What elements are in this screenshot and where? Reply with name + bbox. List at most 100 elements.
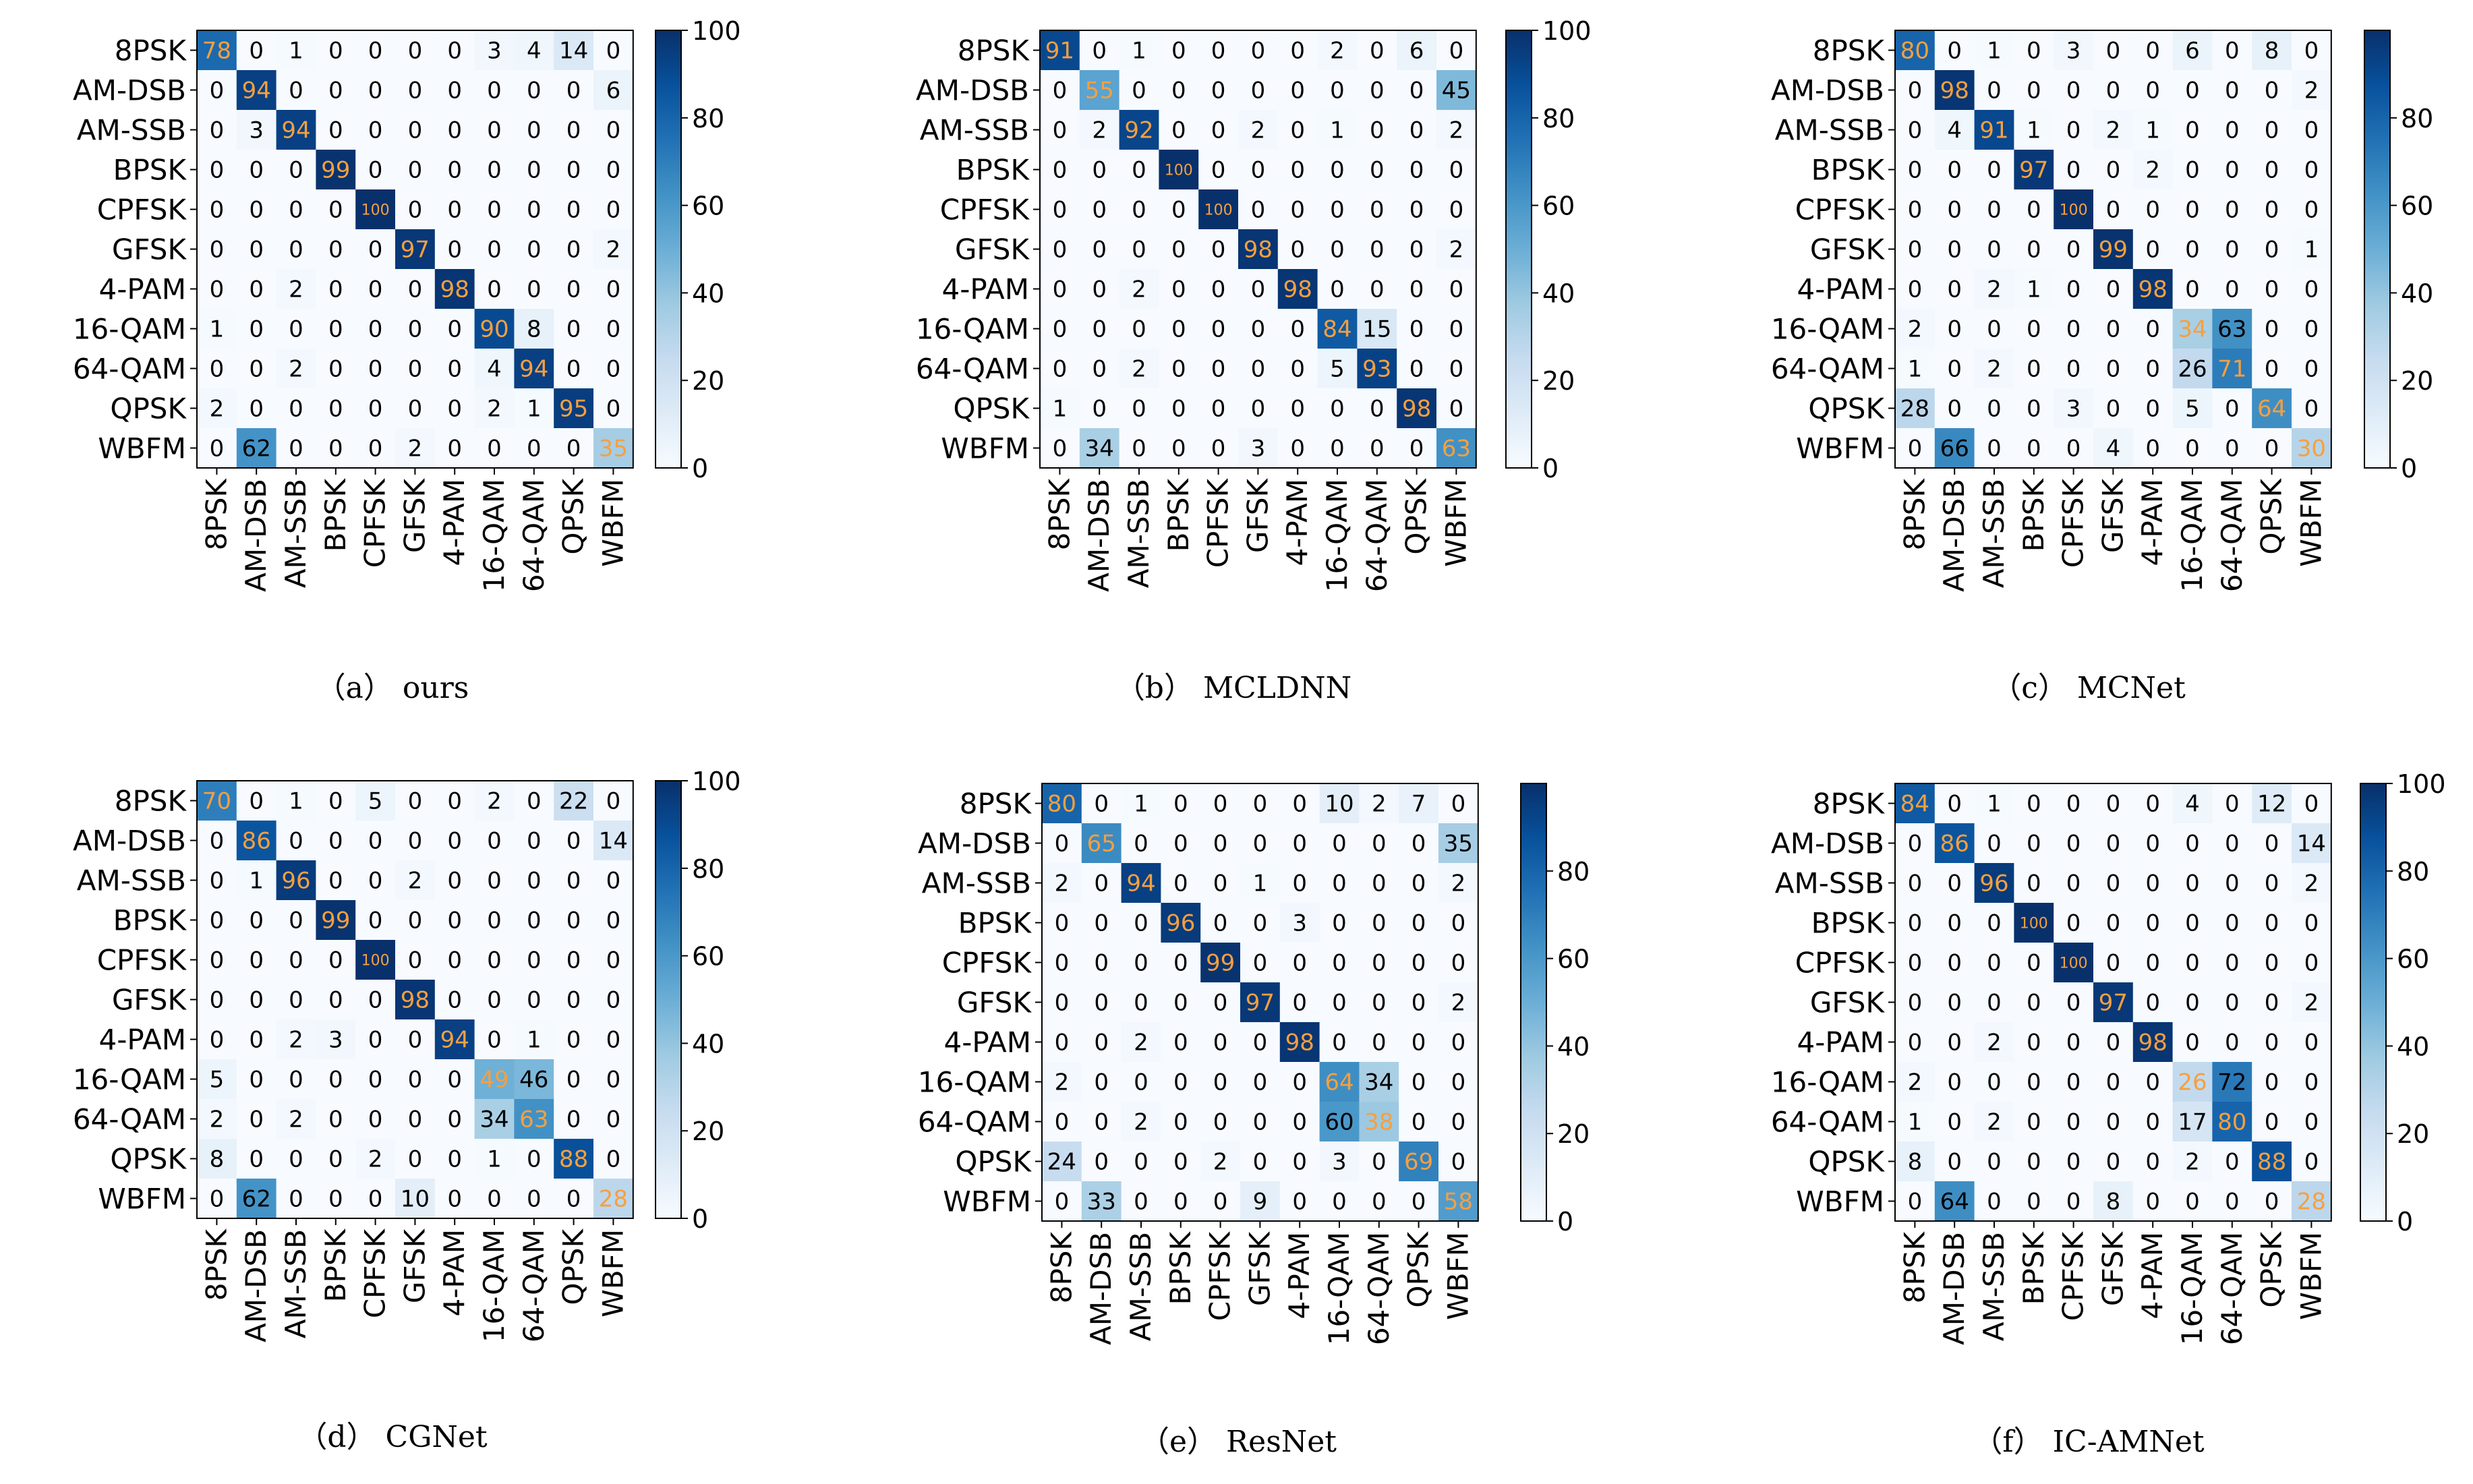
cell-value-label: 0: [2066, 910, 2081, 937]
heatmap-cell: [1121, 1062, 1161, 1102]
cell-value-label: 0: [2185, 950, 2200, 977]
cell-value-label: 88: [559, 1146, 588, 1173]
heatmap-cell: [395, 980, 436, 1020]
cell-value-label: 0: [368, 436, 383, 463]
cell-value-label: 0: [1908, 436, 1923, 463]
cell-value-label: 0: [1412, 990, 1426, 1017]
cell-value-label: 2: [2304, 78, 2319, 105]
y-tick-label: 64-QAM: [73, 1103, 186, 1136]
colorbar-tick-label: 20: [692, 1117, 724, 1146]
cell-value-label: 0: [1449, 276, 1464, 303]
cell-value-label: 0: [289, 947, 303, 974]
heatmap-cell: [1159, 150, 1199, 190]
cell-value-label: 0: [2265, 436, 2279, 463]
x-tick-label: AM-DSB: [239, 479, 272, 592]
heatmap-cell: [276, 349, 316, 389]
cell-value-label: 0: [1987, 237, 2002, 264]
colorbar-tick-label: 0: [692, 454, 708, 483]
heatmap-cell: [395, 110, 436, 150]
cell-value-label: 0: [2106, 1109, 2121, 1136]
heatmap-cell: [1277, 189, 1318, 230]
colorbar: [2360, 783, 2387, 1222]
heatmap-cell: [2212, 428, 2252, 469]
heatmap-cell: [1895, 150, 1936, 190]
heatmap-cell: [355, 1019, 396, 1060]
heatmap-cell: [1357, 309, 1397, 349]
cell-value-label: 1: [289, 38, 303, 65]
cell-value-label: 0: [1092, 157, 1107, 184]
cell-value-label: 2: [1055, 870, 1070, 897]
cell-value-label: 0: [2265, 831, 2279, 858]
cell-value-label: 1: [1908, 1109, 1923, 1136]
cell-value-label: 0: [2225, 78, 2240, 105]
x-tick-label: 64-QAM: [1362, 1232, 1395, 1345]
cell-value-label: 0: [2265, 950, 2279, 977]
heatmap-cell: [1895, 70, 1936, 111]
cell-value-label: 0: [2185, 157, 2200, 184]
y-tick-label: 4-PAM: [1797, 1026, 1885, 1059]
cell-value-label: 0: [2027, 237, 2041, 264]
cell-value-label: 0: [2145, 197, 2160, 224]
heatmap-cell: [1161, 783, 1201, 824]
cell-value-label: 0: [2145, 910, 2160, 937]
heatmap-cell: [1399, 863, 1439, 903]
cell-value-label: 0: [1211, 436, 1226, 463]
y-tick-label: 64-QAM: [916, 353, 1029, 386]
cell-value-label: 6: [2185, 38, 2200, 65]
cell-value-label: 3: [2066, 396, 2081, 423]
cell-value-label: 2: [1251, 117, 1266, 144]
cell-value-label: 0: [408, 788, 423, 815]
cell-value-label: 0: [2225, 950, 2240, 977]
cell-value-label: 0: [368, 78, 383, 105]
heatmap-cell: [1159, 70, 1199, 111]
cell-value-label: 1: [2027, 117, 2041, 144]
heatmap-cell: [1081, 783, 1122, 824]
cell-value-label: 34: [1364, 1069, 1393, 1096]
cell-value-label: 0: [1908, 910, 1923, 937]
heatmap-cell: [434, 980, 475, 1020]
cell-value-label: 0: [2066, 237, 2081, 264]
heatmap-cell: [514, 349, 554, 389]
cell-value-label: 0: [249, 1027, 264, 1054]
heatmap-cell: [1277, 229, 1318, 270]
heatmap-cell: [1895, 229, 1936, 270]
heatmap-cell: [1436, 349, 1477, 389]
cell-value-label: 0: [1332, 910, 1347, 937]
cell-value-label: 0: [1171, 436, 1186, 463]
y-tick-label: 8PSK: [115, 785, 187, 818]
cell-value-label: 0: [2225, 237, 2240, 264]
heatmap-cell: [276, 781, 316, 821]
heatmap-cell: [1319, 903, 1360, 943]
heatmap-cell: [1895, 30, 1936, 71]
heatmap-cell: [236, 349, 277, 389]
cell-value-label: 94: [440, 1027, 469, 1054]
cell-value-label: 1: [2145, 117, 2160, 144]
cell-value-label: 0: [2304, 38, 2319, 65]
cell-value-label: 0: [1290, 197, 1305, 224]
cell-value-label: 63: [519, 1106, 548, 1133]
heatmap-cell: [236, 70, 277, 111]
cell-value-label: 0: [2265, 316, 2279, 343]
cell-value-label: 0: [2185, 990, 2200, 1017]
heatmap-cell: [1974, 189, 2014, 230]
heatmap-cell: [197, 980, 237, 1020]
cell-value-label: 2: [289, 1027, 303, 1054]
cell-value-label: 0: [210, 356, 225, 383]
cell-value-label: 0: [566, 436, 581, 463]
heatmap-cell: [395, 1019, 436, 1060]
heatmap-cell: [316, 781, 356, 821]
cell-value-label: 0: [566, 197, 581, 224]
heatmap-cell: [434, 349, 475, 389]
cell-value-label: 0: [408, 396, 423, 423]
heatmap-cell: [2054, 229, 2094, 270]
colorbar: [1505, 30, 1532, 469]
cell-value-label: 0: [447, 436, 462, 463]
cell-value-label: 0: [2185, 197, 2200, 224]
cell-value-label: 0: [408, 1146, 423, 1173]
cell-value-label: 0: [210, 828, 225, 855]
heatmap-cell: [514, 781, 554, 821]
cell-value-label: 0: [328, 276, 343, 303]
heatmap-cell: [593, 30, 634, 71]
cell-value-label: 0: [249, 1146, 264, 1173]
cell-value-label: 0: [328, 788, 343, 815]
